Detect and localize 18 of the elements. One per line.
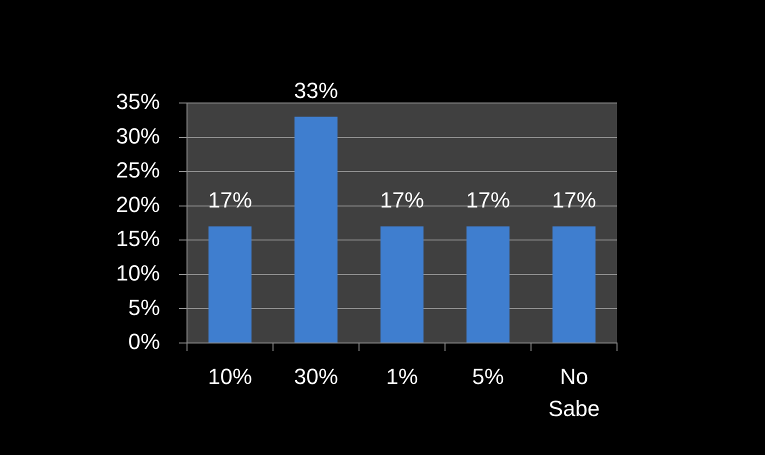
y-tick-label: 35% [116,89,160,114]
data-label: 17% [466,187,510,212]
data-label: 17% [380,187,424,212]
y-tick-label: 30% [116,123,160,148]
y-tick-label: 25% [116,158,160,183]
x-tick-label: 5% [472,364,504,390]
data-label: 33% [294,78,338,103]
y-tick-label: 5% [128,294,160,320]
y-tick-label: 0% [128,329,160,354]
y-tick-label: 20% [116,192,160,217]
x-tick-label: 30% [294,364,338,390]
x-tick-label: 10% [208,364,252,390]
y-tick-label: 10% [116,260,160,286]
x-tick-label: No Sabe [548,364,600,421]
y-tick-label: 15% [116,226,160,252]
data-label: 17% [208,187,252,212]
data-label: 17% [552,187,596,212]
x-tick-label: 1% [386,364,418,390]
